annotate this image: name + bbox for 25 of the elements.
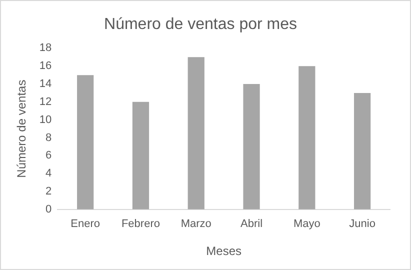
- x-axis-title: Meses: [206, 244, 242, 258]
- y-tick-label: 0: [46, 203, 52, 216]
- x-tick-label: Mayo: [293, 218, 320, 230]
- chart-title: Número de ventas por mes: [104, 16, 297, 34]
- x-tick-label: Junio: [349, 218, 376, 230]
- bar: [132, 102, 150, 210]
- y-tick-label: 18: [39, 42, 52, 54]
- y-tick-label: 2: [46, 186, 52, 198]
- bar: [298, 66, 316, 210]
- y-tick-label: 10: [39, 114, 52, 126]
- x-tick-label: Marzo: [180, 218, 212, 230]
- y-tick-label: 8: [46, 132, 52, 144]
- x-tick-label: Enero: [70, 218, 100, 230]
- y-tick-label: 14: [39, 78, 52, 90]
- x-tick-label: Abril: [240, 218, 263, 230]
- bar: [354, 92, 371, 210]
- bar: [243, 84, 260, 210]
- y-tick-label: 16: [39, 60, 52, 72]
- x-tick-label: Febrero: [121, 218, 160, 230]
- bar: [77, 75, 94, 210]
- y-axis-title: Número de ventas: [14, 80, 29, 178]
- y-tick-label: 6: [46, 150, 52, 162]
- y-tick-label: 12: [39, 96, 52, 108]
- bar: [188, 57, 204, 210]
- y-tick-label: 4: [46, 168, 52, 180]
